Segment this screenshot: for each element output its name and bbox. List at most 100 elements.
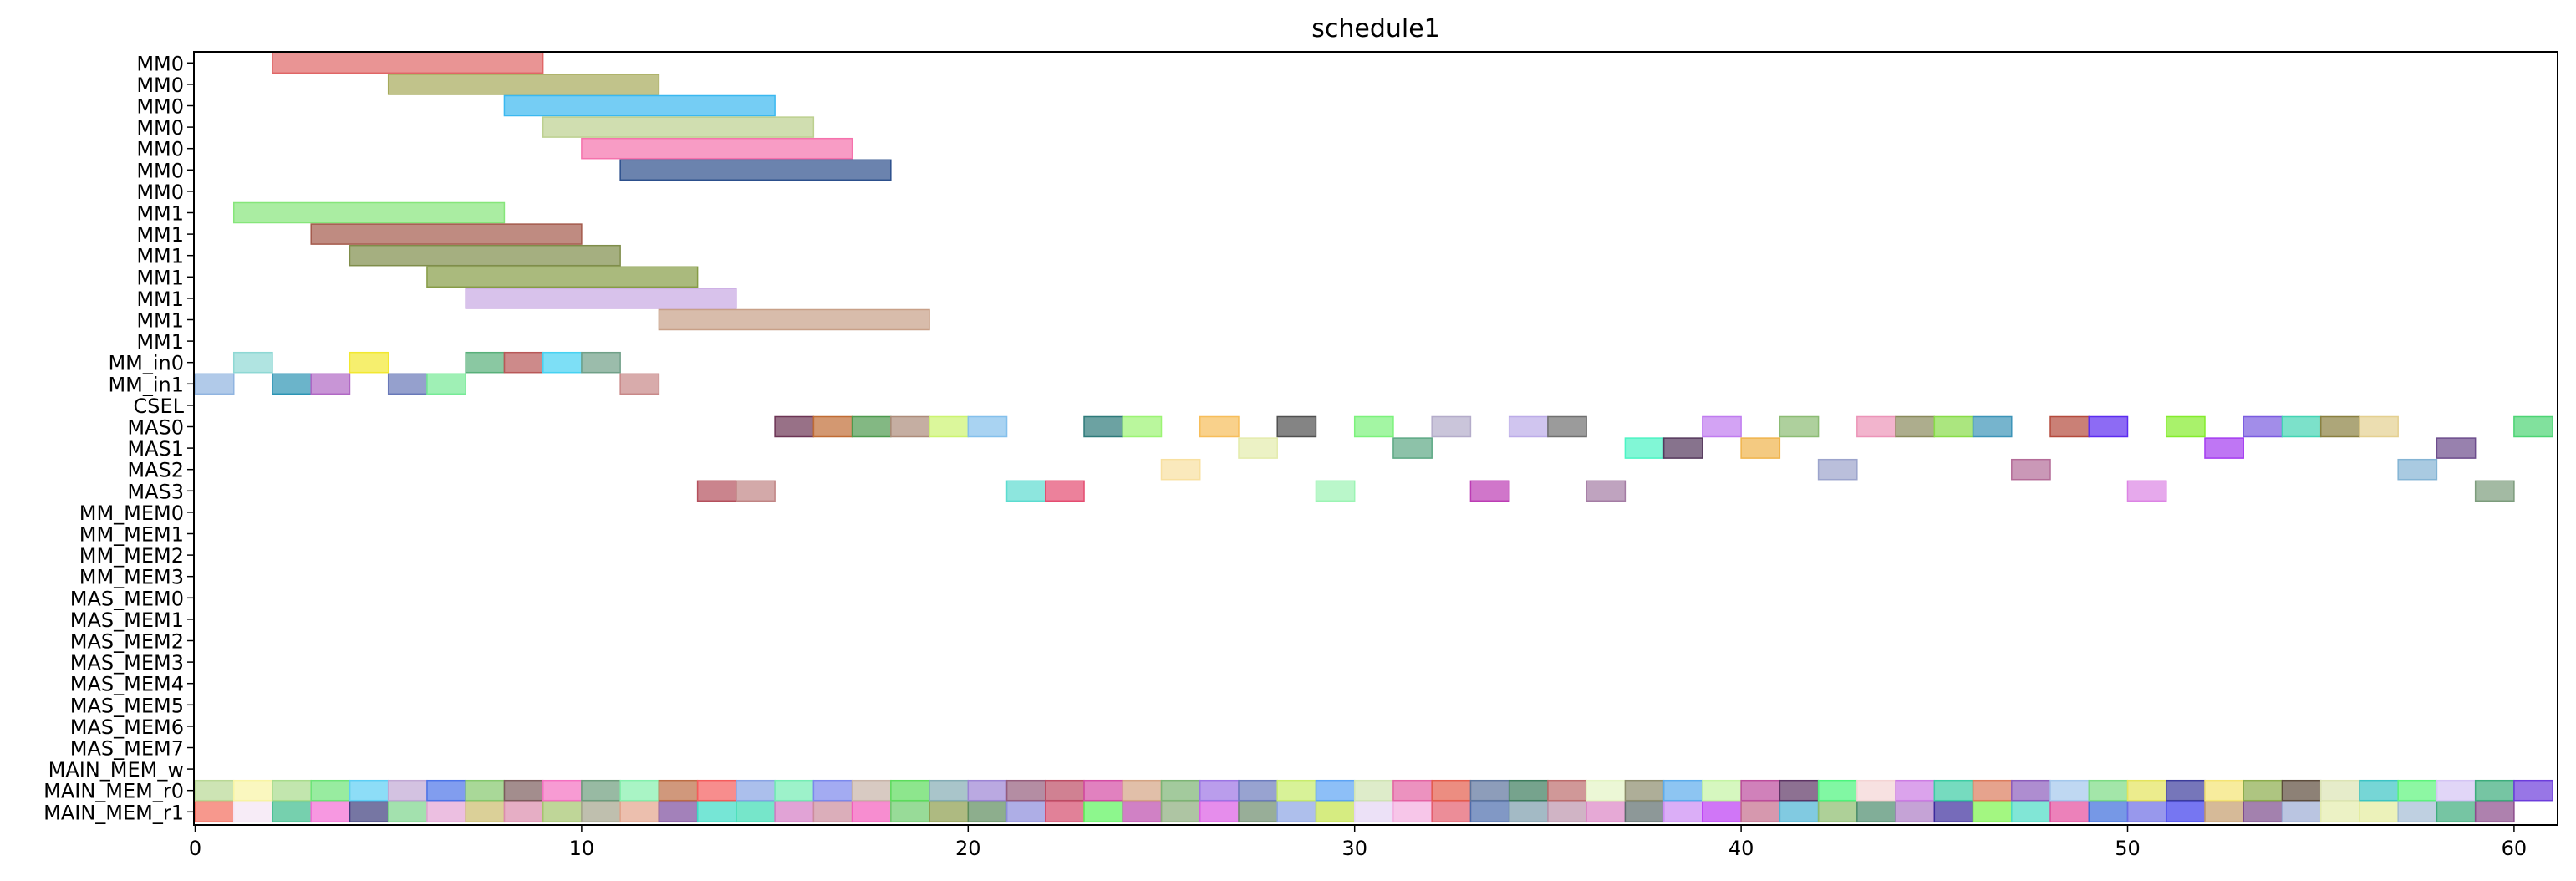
task-bar (1276, 779, 1317, 802)
y-tick-label: MAS_MEM5 (70, 694, 184, 717)
task-bar (890, 801, 930, 823)
y-tick-label: MM1 (136, 245, 184, 268)
task-bar (2011, 458, 2051, 481)
task-bar (2513, 415, 2553, 438)
y-tick-label: MM0 (136, 74, 184, 97)
task-bar (272, 779, 312, 802)
task-bar (542, 801, 583, 823)
y-tick-label: MM_in0 (108, 352, 184, 375)
task-bar (967, 801, 1008, 823)
task-bar (1740, 437, 1781, 459)
y-tick-label: MAIN_MEM_w (48, 758, 184, 782)
task-bar (1315, 480, 1356, 502)
task-bar (2126, 779, 2167, 802)
y-tick-label: MAS_MEM1 (70, 609, 184, 632)
task-bar (774, 415, 815, 438)
task-bar (2165, 779, 2206, 802)
task-bar (581, 801, 621, 823)
task-bar (1122, 779, 1163, 802)
task-bar (1702, 415, 1742, 438)
task-bar (426, 266, 699, 288)
task-bar (2397, 779, 2438, 802)
task-bar (2436, 779, 2477, 802)
task-bar (619, 373, 660, 395)
y-tick-label: MM_in1 (108, 373, 184, 396)
y-tick-label: MM_MEM3 (79, 566, 184, 589)
task-bar (2165, 415, 2206, 438)
task-bar (1508, 415, 1549, 438)
task-bar (619, 801, 660, 823)
task-bar (2243, 779, 2283, 802)
task-bar (812, 779, 853, 802)
task-bar (1083, 801, 1124, 823)
task-bar (1315, 801, 1356, 823)
task-bar (503, 94, 776, 117)
task-bar (2436, 801, 2477, 823)
task-bar (2397, 458, 2438, 481)
task-bar (1702, 801, 1742, 823)
y-tick-label: MAS_MEM3 (70, 651, 184, 675)
task-bar (2281, 415, 2322, 438)
y-tick-label: MAIN_MEM_r1 (43, 801, 184, 824)
task-bar (194, 779, 235, 802)
chart-title: schedule1 (1311, 14, 1440, 43)
task-bar (1933, 779, 1974, 802)
y-tick-label: CSEL (133, 395, 184, 418)
task-bar (349, 244, 621, 267)
task-bar (232, 779, 273, 802)
task-bar (1315, 779, 1356, 802)
y-tick-label: MAS_MEM2 (70, 630, 184, 654)
y-tick-label: MAIN_MEM_r0 (43, 780, 184, 803)
task-bar (1586, 779, 1627, 802)
task-bar (1005, 801, 1046, 823)
task-bar (1431, 779, 1472, 802)
task-bar (1199, 415, 1240, 438)
task-bar (929, 779, 970, 802)
y-tick-label: MM_MEM0 (79, 502, 184, 525)
task-bar (2165, 801, 2206, 823)
task-bar (2397, 801, 2438, 823)
task-bar (2474, 480, 2515, 502)
task-bar (967, 779, 1008, 802)
task-bar (1933, 415, 1974, 438)
task-bar (2359, 801, 2399, 823)
x-axis-ticks: 0 10 20 30 40 50 60 (189, 825, 2527, 860)
task-bar (426, 801, 466, 823)
task-bar (2011, 779, 2051, 802)
task-bar (1431, 801, 1472, 823)
task-bar (696, 779, 737, 802)
task-bar (1238, 801, 1278, 823)
y-tick-label: MAS2 (127, 459, 184, 482)
y-tick-label: MAS_MEM6 (70, 715, 184, 739)
task-bar (581, 137, 853, 160)
task-bar (387, 373, 428, 395)
task-bar (310, 223, 583, 245)
task-bar (851, 415, 892, 438)
task-bar (1392, 801, 1433, 823)
task-bar (1624, 779, 1665, 802)
task-bar (2049, 415, 2090, 438)
y-tick-label: MM_MEM1 (79, 523, 184, 547)
y-tick-label: MM0 (136, 95, 184, 119)
task-bar (194, 801, 235, 823)
x-tick-label: 40 (1728, 837, 1754, 860)
task-bar (1779, 801, 1820, 823)
task-bar (1469, 801, 1510, 823)
task-bar (2088, 779, 2129, 802)
y-tick-label: MAS0 (127, 416, 184, 440)
y-tick-label: MM1 (136, 202, 184, 226)
task-bar (851, 779, 892, 802)
task-bar (967, 415, 1008, 438)
task-bar (736, 480, 776, 502)
task-bar (1238, 437, 1278, 459)
y-tick-label: MM1 (136, 309, 184, 333)
task-bar (2088, 415, 2129, 438)
task-bar (349, 801, 389, 823)
task-bar (2049, 801, 2090, 823)
task-bar (542, 116, 815, 138)
y-tick-label: MM0 (136, 116, 184, 140)
task-bar (349, 779, 389, 802)
task-bar (465, 351, 506, 374)
task-bar (1702, 779, 1742, 802)
